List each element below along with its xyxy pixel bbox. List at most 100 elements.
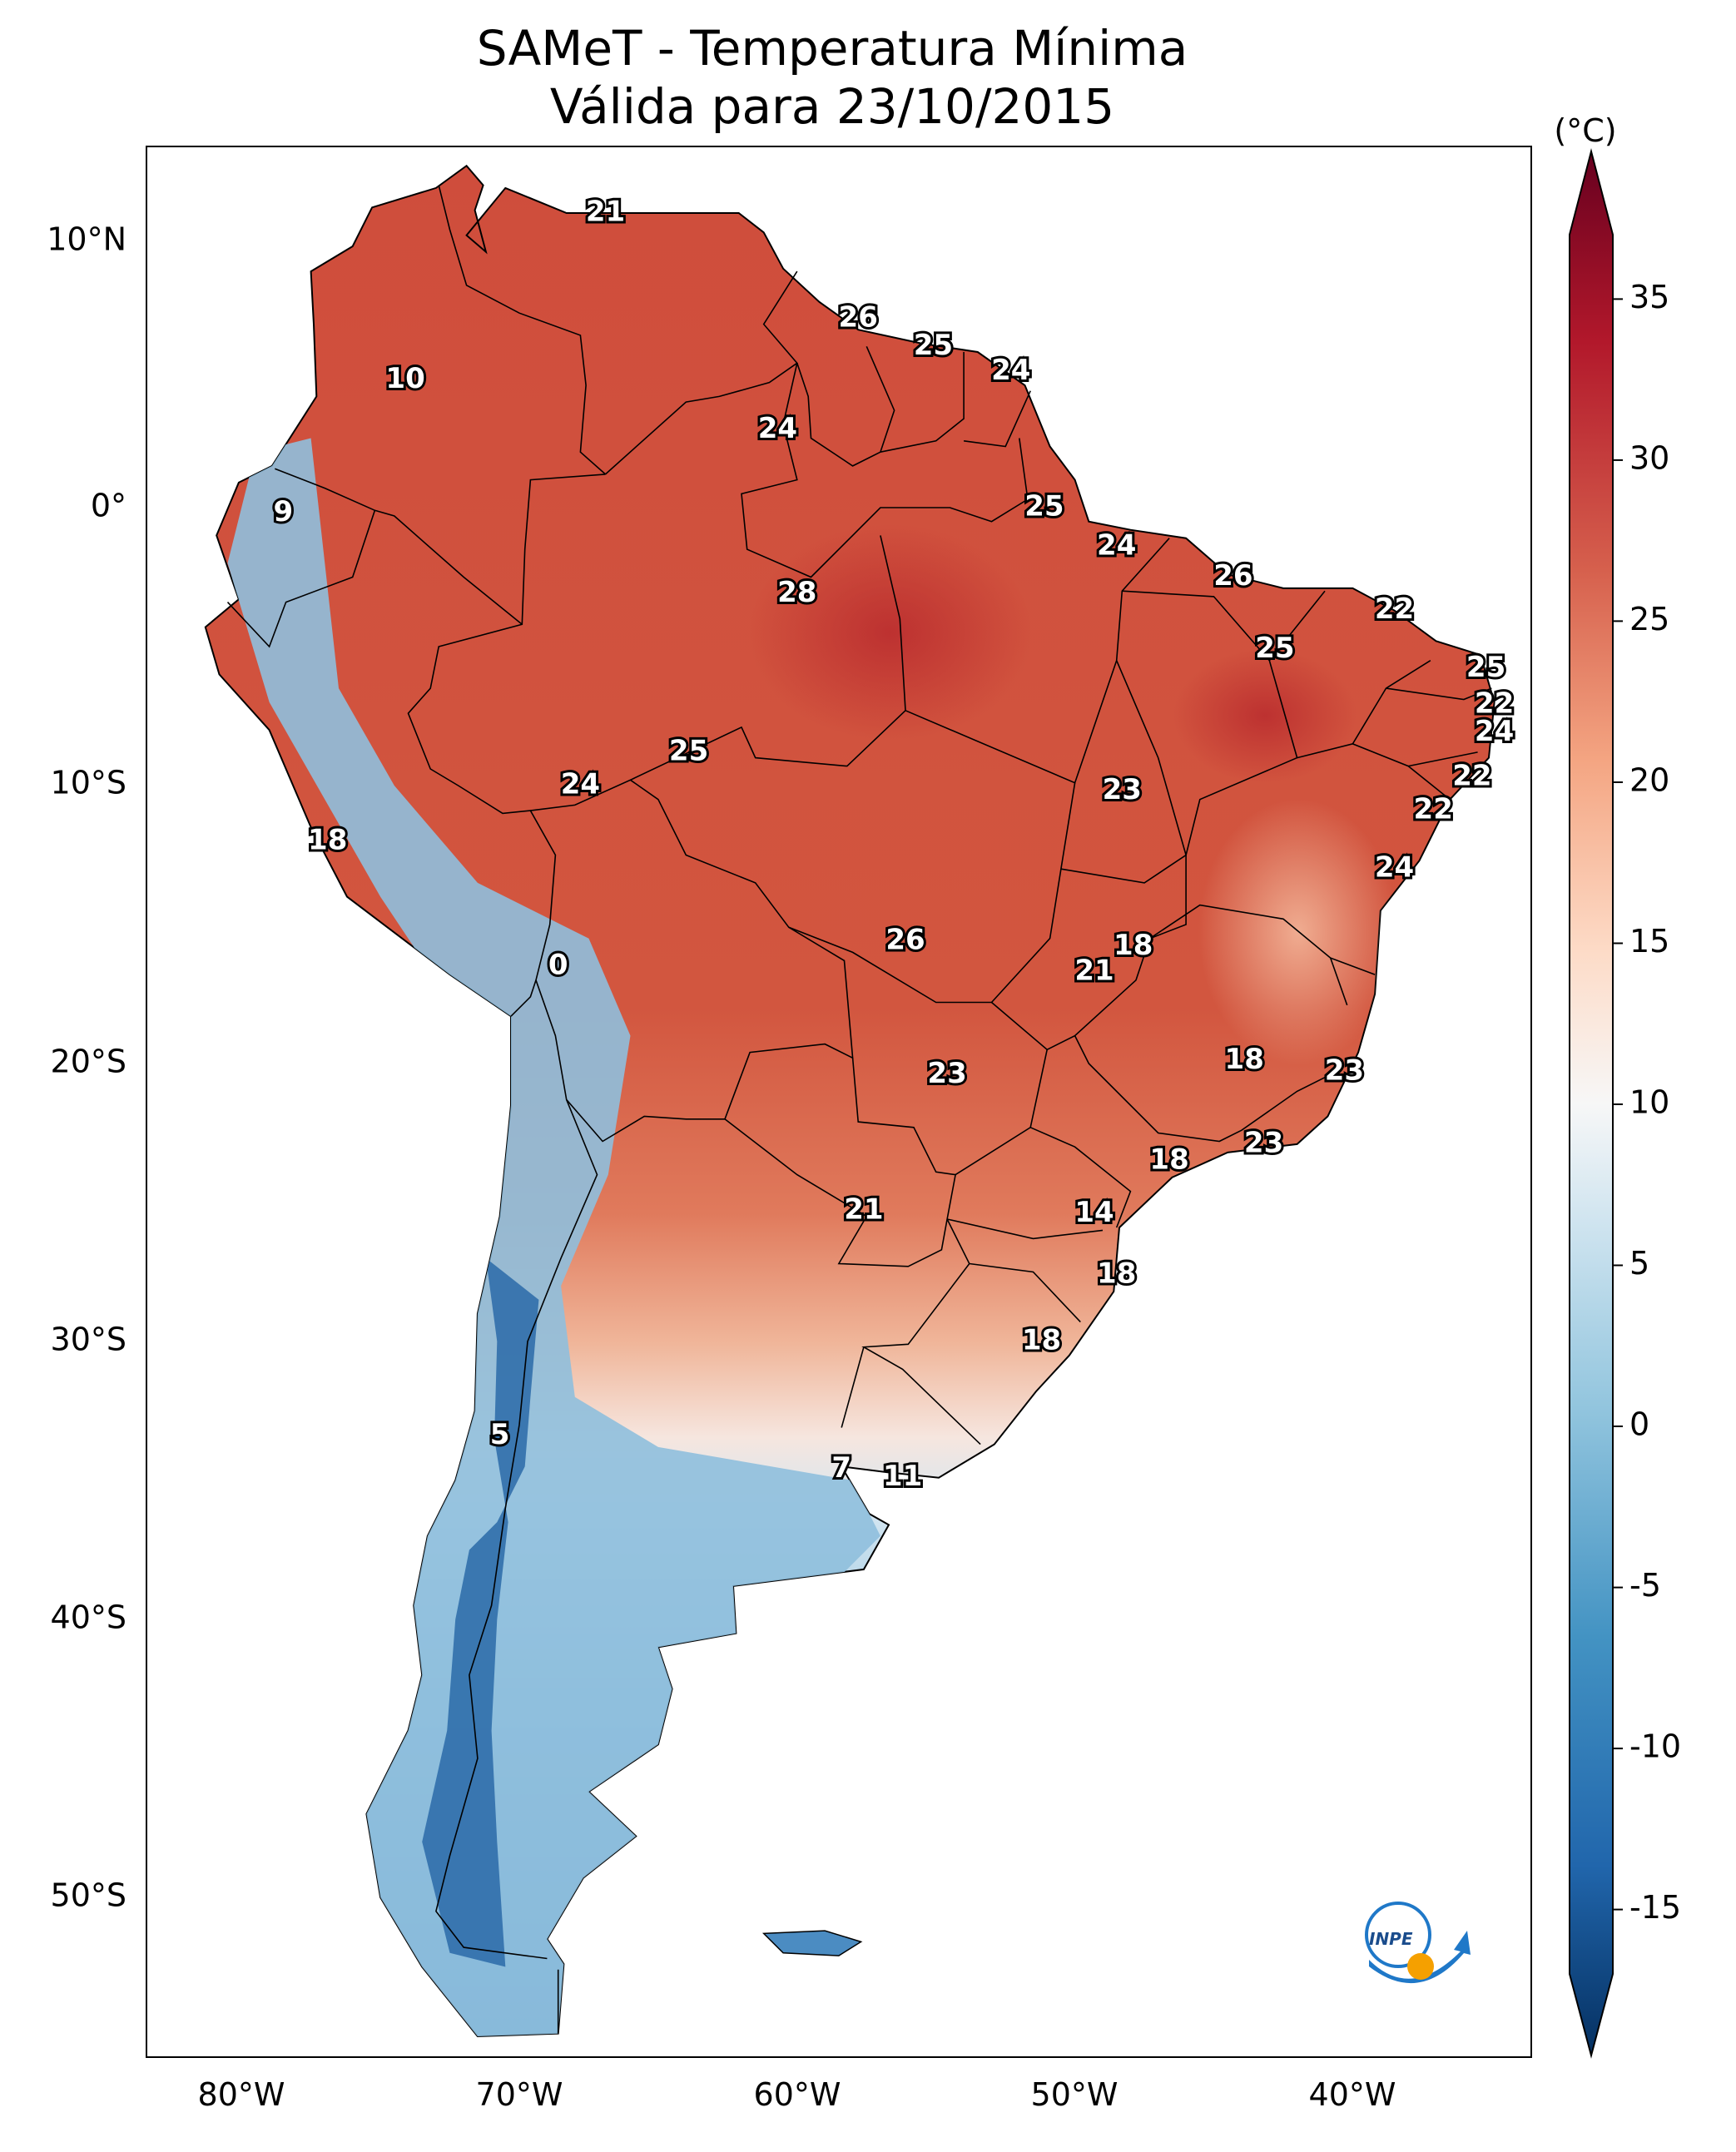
colorbar-tick-label: 20 [1629,762,1669,799]
border-line [1029,1127,1132,1228]
colorbar-tick-label: 0 [1629,1406,1649,1443]
border-line [1386,687,1492,701]
map-frame [146,146,1532,2058]
border-line [407,474,606,1017]
lat-label: 50°S [51,1877,126,1914]
station-temperature-label: 21 [586,196,625,229]
logo-text: INPE [1369,1929,1413,1949]
border-line [880,352,965,453]
station-temperature-label: 5 [490,1418,510,1451]
border-line [963,390,1031,448]
colorbar-unit-label: (°C) [1554,112,1616,149]
border-line [604,270,798,475]
station-temperature-label: 7 [831,1451,851,1485]
border-line [630,535,906,781]
lon-label: 80°W [198,2076,285,2113]
station-temperature-label: 25 [1255,632,1294,665]
country-and-state-borders [226,185,1492,2034]
station-temperature-label: 14 [1074,1196,1114,1229]
station-temperature-label: 23 [1325,1054,1364,1088]
colorbar-tick-label: 35 [1629,279,1669,315]
colorbar-tick-label: 15 [1629,923,1669,959]
station-temperature-label: 24 [1097,528,1136,562]
border-line [969,1262,1081,1323]
inpe-logo: INPE [1365,1902,1471,1984]
station-temperature-label: 11 [883,1460,922,1493]
colorbar-tick-label: -5 [1629,1567,1661,1604]
lat-label: 30°S [51,1321,126,1358]
border-line [1074,1035,1326,1143]
station-temperature-label: 24 [991,354,1030,387]
logo-orange-dot-icon [1407,1953,1434,1980]
lon-label: 70°W [476,2076,563,2113]
lat-label: 10°S [51,765,126,801]
border-line [435,1099,598,1960]
station-temperature-label: 24 [1475,715,1514,748]
station-temperature-label: 24 [758,412,797,445]
station-temperature-label: 18 [1225,1043,1264,1076]
falkland-islands [761,1930,863,1956]
northeast-hot-zone [1173,649,1357,782]
border-line [226,510,376,648]
station-temperature-label: 18 [1149,1143,1188,1176]
border-line [946,1218,1104,1240]
longitude-axis: 80°W 70°W 60°W 50°W 40°W [198,2076,1396,2113]
logo-swoosh-icon [1369,1931,1471,1984]
station-temperature-label: 0 [548,949,568,982]
station-temperature-label: 24 [561,768,600,801]
lon-label: 40°W [1309,2076,1396,2113]
colorbar-tick-label: 5 [1629,1245,1649,1282]
station-temperature-label: 26 [885,924,925,957]
station-temperature-label: 18 [1022,1324,1061,1357]
lat-label: 0° [91,488,126,524]
border-line [955,1001,1049,1176]
central-hot-zone [749,524,1032,741]
border-line [438,185,607,475]
colorbar-gradient [1569,148,1614,2059]
station-temperature-label: 23 [1244,1126,1283,1159]
border-line [741,363,1029,578]
station-temperature-label: 24 [1375,851,1414,885]
border-line [1297,743,1451,801]
latitude-axis: 10°N 0° 10°S 20°S 30°S 40°S 50°S [47,221,126,1914]
station-temperature-label: 22 [1452,760,1491,793]
colorbar: (°C) 35 30 25 20 15 10 5 0 -5 -10 -15 [1554,112,1681,2059]
station-temperature-label: 9 [273,495,293,528]
station-temperature-label: 25 [914,329,953,362]
station-temperature-label: 26 [839,300,878,334]
colorbar-tick-label: 30 [1629,439,1669,476]
colorbar-ticks: 35 30 25 20 15 10 5 0 -5 -10 -15 [1613,279,1681,1926]
border-line [275,468,523,625]
border-line [841,1346,865,1428]
station-temperature-label: 21 [844,1193,883,1227]
station-temperature-label: 22 [1375,593,1414,626]
station-temperature-label: 25 [669,734,708,767]
border-line [1046,855,1187,1051]
andes-cold-core [422,1257,539,1967]
border-line [1268,590,1326,662]
lon-label: 50°W [1031,2076,1118,2113]
station-temperature-label: 23 [927,1057,966,1090]
station-temperature-label: 25 [1466,651,1505,684]
border-line [1408,751,1478,767]
logo-ring-icon [1365,1902,1431,1968]
station-temperature-label: 23 [1103,773,1142,806]
lat-label: 40°S [51,1599,126,1636]
colorbar-tick-label: 10 [1629,1084,1669,1121]
colorbar-tick-label: 25 [1629,601,1669,637]
station-temperature-label: 22 [1414,793,1453,826]
border-line [796,345,895,467]
border-line [530,779,854,1143]
station-temperature-label: 28 [777,576,816,609]
station-temperature-label: 18 [308,823,347,856]
border-line [1122,590,1298,855]
border-line [724,1058,957,1267]
lat-label: 20°S [51,1044,126,1080]
station-temperature-label: 21 [1074,954,1114,987]
map-title: SAMeT - Temperatura Mínima [477,20,1188,77]
colorbar-tick-label: -10 [1629,1728,1681,1765]
border-line [1149,904,1348,1006]
